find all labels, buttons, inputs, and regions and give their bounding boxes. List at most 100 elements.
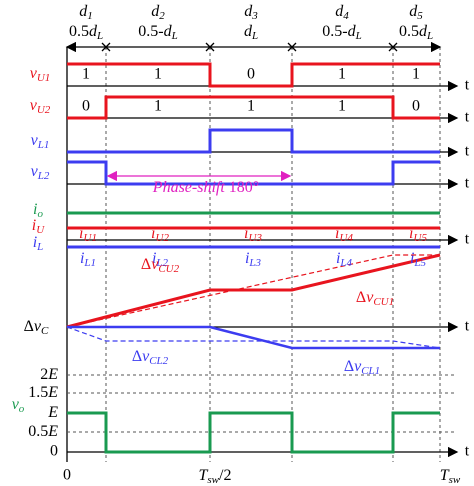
current-segment-sub: L4 [339, 257, 352, 269]
interval-duration-sub: L [251, 30, 258, 42]
interval-name-sub: 5 [417, 10, 423, 22]
capacitor-label-pre: Δ [24, 318, 34, 335]
time-axis-label: t [465, 318, 470, 335]
current-label-base: i [33, 234, 37, 251]
interval-name-base: d [335, 3, 344, 20]
interval-duration-sub: L [96, 30, 103, 42]
level-label: 1 [82, 66, 90, 83]
output-tick-label: 2E [40, 366, 58, 383]
capacitor-curve-label-pre: Δ [344, 358, 354, 375]
interval-name-sub: 3 [251, 10, 258, 22]
interval-name-base: d [244, 3, 253, 20]
axes [67, 80, 459, 458]
capacitor-curve-label-base: v [142, 348, 150, 365]
signal-label: vU1 [30, 65, 51, 84]
current-segment-sub: U3 [249, 232, 263, 244]
signal-label-base: v [31, 163, 39, 180]
capacitor-curve-label-base: v [354, 358, 362, 375]
interval-duration-sub: L [426, 30, 433, 42]
current-segment-sub: U1 [84, 232, 97, 244]
level-label: 1 [338, 98, 346, 115]
interval-duration-base: d [164, 23, 173, 40]
current-label-sub: L [36, 241, 43, 253]
interval-duration-base: d [419, 23, 428, 40]
level-label: 1 [154, 98, 162, 115]
capacitor-curve-label-base: v [151, 256, 159, 273]
signal-label-sub: U1 [37, 72, 50, 84]
capacitor-label-sub: C [41, 325, 49, 337]
current-label: iL [33, 234, 44, 253]
x-label: Tsw/2 [199, 467, 232, 486]
output-tick-label-pre: 2 [40, 366, 48, 383]
interval-name-base: d [151, 3, 160, 20]
guides [65, 41, 455, 462]
capacitor-curve-label-pre: Δ [356, 289, 366, 306]
time-axis-label: t [465, 175, 470, 192]
x-label-sub: sw [449, 474, 461, 486]
interval-name-base: d [409, 3, 418, 20]
output-tick-label: 0.5E [28, 423, 58, 440]
interval-duration: 0.5-dL [322, 23, 361, 42]
time-axis-label: t [465, 443, 470, 460]
interval-duration-base: d [348, 23, 357, 40]
x-label: 0 [63, 467, 71, 484]
output-tick-label-base: E [47, 423, 58, 440]
current-label-sub: o [37, 208, 43, 220]
output-label-sub: o [19, 403, 25, 415]
x-label-sub: sw [207, 474, 219, 486]
level-label: 1 [154, 66, 162, 83]
current-segment-sub: L1 [83, 257, 96, 269]
interval-duration-pre: 0.5- [138, 23, 163, 40]
time-axis-label: t [465, 109, 470, 126]
capacitor-curve-label-sub: CU1 [373, 296, 394, 308]
capacitor-curve-label: ΔvCL1 [344, 358, 380, 377]
capacitor-curve-label-pre: Δ [141, 256, 151, 273]
x-label-suf: /2 [219, 467, 231, 484]
current-label: io [33, 201, 43, 220]
interval-name: d1 [79, 3, 93, 22]
current-label-base: i [32, 217, 36, 234]
signal-label: vU2 [30, 97, 51, 116]
interval-duration-base: d [244, 23, 253, 40]
interval-duration-base: d [89, 23, 98, 40]
interval-name: d5 [409, 3, 423, 22]
output-label: vo [12, 396, 25, 415]
current-segment-base: i [335, 225, 339, 242]
interval-duration-pre: 0.5 [399, 23, 419, 40]
capacitor-curve-label-sub: CL1 [361, 365, 380, 377]
level-label: 1 [338, 66, 346, 83]
current-segment-base: i [245, 250, 249, 267]
output-tick-label-pre: 1.5 [28, 384, 48, 401]
interval-name-sub: 4 [343, 10, 349, 22]
output-label-base: v [12, 396, 20, 413]
current-segment-base: i [336, 250, 340, 267]
output-tick-label: 1.5E [28, 384, 58, 401]
signal-label-sub: U2 [37, 104, 51, 116]
current-segment-base: i [244, 225, 248, 242]
level-label: 1 [247, 98, 255, 115]
interval-duration: dL [244, 23, 258, 42]
signal-label-base: v [30, 97, 38, 114]
output-tick-label: 0 [50, 443, 58, 460]
current-segment-sub: L2 [155, 257, 168, 269]
current-segment-sub: L5 [413, 257, 426, 269]
signal-label-sub: L1 [37, 139, 50, 151]
current-segment: iU4 [335, 225, 353, 244]
output-tick-label-base: E [47, 366, 58, 383]
current-segment: iL4 [336, 250, 353, 269]
time-axis-label: t [465, 231, 470, 248]
interval-duration: 0.5-dL [138, 23, 177, 42]
level-label: 0 [412, 98, 420, 115]
current-segment-base: i [409, 225, 413, 242]
current-segment: iU5 [409, 225, 427, 244]
current-segment-base: i [152, 250, 156, 267]
waveforms [66, 62, 441, 454]
output-tick-label-base: E [47, 384, 58, 401]
capacitor-curve-label-sub: CU2 [158, 263, 179, 275]
capacitor-label: ΔvC [24, 318, 49, 337]
current-segment: iL2 [152, 250, 169, 269]
interval-duration-sub: L [171, 30, 178, 42]
current-segment: iU2 [151, 225, 169, 244]
interval-duration-sub: L [355, 30, 362, 42]
x-label: Tsw [440, 467, 461, 486]
